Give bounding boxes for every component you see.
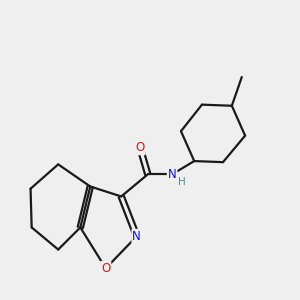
Text: H: H — [178, 177, 185, 187]
Text: O: O — [101, 262, 110, 275]
Text: O: O — [135, 141, 145, 154]
Text: N: N — [132, 230, 141, 243]
Text: N: N — [168, 168, 176, 181]
